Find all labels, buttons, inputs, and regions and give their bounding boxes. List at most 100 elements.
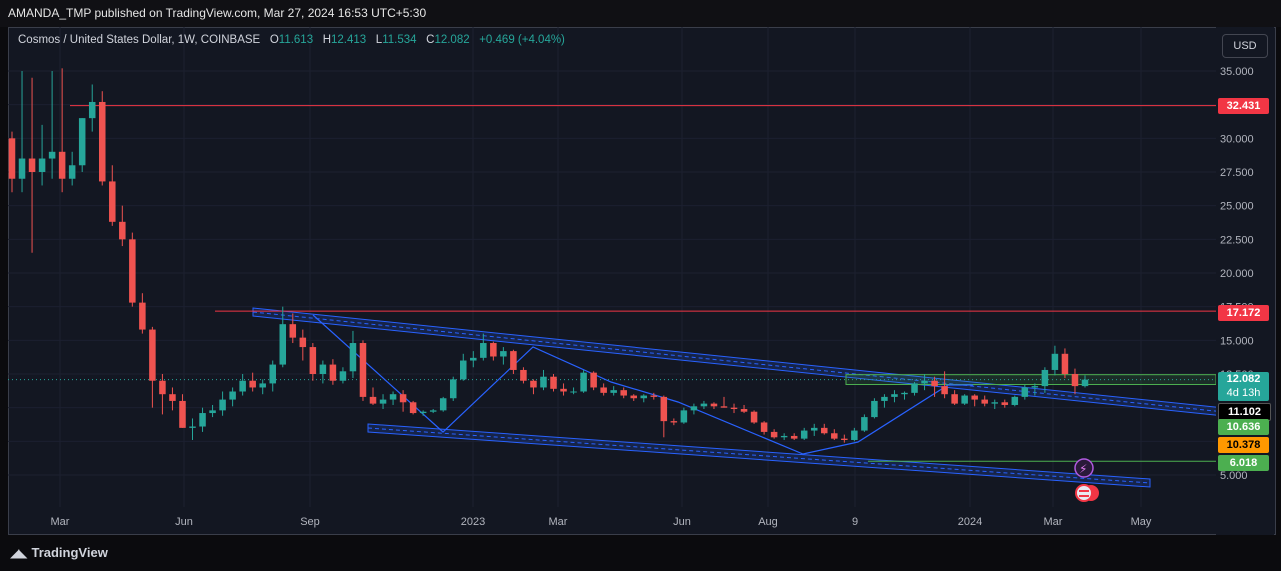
candle-body xyxy=(871,400,878,418)
price-tick-label: 27.500 xyxy=(1220,167,1254,179)
candle-body xyxy=(289,324,297,338)
level-green-tag: 10.636 xyxy=(1218,419,1269,435)
candle-body xyxy=(58,151,66,179)
price-chart[interactable]: 35.00032.50030.00027.50025.00022.50020.0… xyxy=(8,27,1276,535)
candle-body xyxy=(841,438,848,440)
candle-body xyxy=(800,430,808,439)
event-icons: ⚡ xyxy=(1074,458,1099,502)
candle-body xyxy=(48,151,56,159)
candle-body xyxy=(540,376,547,388)
bar-countdown: 4d 13h xyxy=(1226,387,1261,399)
zigzag-line xyxy=(312,314,973,455)
candle-body xyxy=(610,390,617,393)
tradingview-brand[interactable]: ◢◣ TradingView xyxy=(10,545,108,560)
price-grid xyxy=(8,27,1216,507)
candle-body xyxy=(831,433,838,439)
candle-body xyxy=(129,239,136,303)
high-label: H xyxy=(322,34,332,46)
candle-body xyxy=(98,101,106,182)
candle-body xyxy=(981,399,988,404)
horizontal-levels xyxy=(8,105,1216,462)
low-value: 11.534 xyxy=(382,34,417,46)
candle-body xyxy=(189,426,196,428)
last-price-tag: 12.082 4d 13h xyxy=(1218,372,1269,401)
candle-body xyxy=(780,435,788,438)
candle-body xyxy=(1021,387,1029,397)
candle-body xyxy=(439,398,447,411)
price-tick-label: 15.000 xyxy=(1220,335,1254,347)
time-tick-label: Aug xyxy=(758,516,778,528)
candle-body xyxy=(169,394,176,401)
published-line: AMANDA_TMP published on TradingView.com,… xyxy=(8,6,427,20)
change-value: +0.469 (+4.04%) xyxy=(479,34,565,46)
candle-body xyxy=(640,395,648,399)
symbol-title: Cosmos / United States Dollar, 1W, COINB… xyxy=(18,34,261,46)
candle-body xyxy=(620,390,627,396)
candle-body xyxy=(570,391,577,393)
candle-body xyxy=(690,406,698,411)
candle-body xyxy=(38,158,46,172)
price-tick-label: 20.000 xyxy=(1220,268,1254,280)
candle-body xyxy=(730,407,738,410)
high-value: 12.413 xyxy=(331,34,367,46)
support-bottom-tag: 6.018 xyxy=(1218,455,1269,471)
time-tick-label: May xyxy=(1131,516,1152,528)
candle-body xyxy=(710,403,718,407)
candle-body xyxy=(810,427,818,431)
candle-body xyxy=(349,343,357,372)
low-label: L xyxy=(375,34,383,46)
candle-body xyxy=(630,395,637,399)
candle-body xyxy=(429,410,437,412)
candle-body xyxy=(460,360,467,380)
candle-body xyxy=(309,347,317,374)
us-flag-event-icon xyxy=(1075,484,1093,502)
candle-body xyxy=(399,394,407,403)
candle-body xyxy=(249,380,256,388)
candle-body xyxy=(299,337,307,348)
candle-body xyxy=(760,422,768,432)
currency-button[interactable]: USD xyxy=(1222,34,1268,58)
price-tick-label: 22.500 xyxy=(1220,234,1254,246)
price-tick-label: 35.000 xyxy=(1220,66,1254,78)
candle-body xyxy=(951,394,958,404)
candle-body xyxy=(1011,396,1019,405)
channel-lower-band xyxy=(367,423,1151,488)
brand-name: TradingView xyxy=(31,545,108,560)
falling-channel xyxy=(252,307,1274,488)
candle-body xyxy=(660,396,668,422)
candle-body xyxy=(1081,379,1089,387)
candle-body xyxy=(901,392,908,395)
candle-body xyxy=(18,158,26,179)
candle-body xyxy=(209,410,216,414)
candle-body xyxy=(470,357,477,361)
candle-body xyxy=(720,406,728,408)
candle-body xyxy=(239,380,246,392)
candle-body xyxy=(8,138,16,179)
candle-body xyxy=(1071,374,1079,387)
candle-body xyxy=(319,364,327,374)
candle-body xyxy=(971,395,978,400)
footer-bar xyxy=(0,537,1281,571)
chart-panel xyxy=(8,27,1276,535)
candle-body xyxy=(409,402,417,414)
time-axis[interactable]: Mar Jun Sep 2023 Mar Jun Aug 9 2024 Mar May xyxy=(51,516,1152,528)
candle-body xyxy=(78,118,86,166)
candle-body xyxy=(590,372,597,388)
candles xyxy=(8,68,1089,443)
candle-body xyxy=(750,411,758,423)
candle-body xyxy=(1001,402,1009,405)
time-tick-label: Sep xyxy=(300,516,320,528)
candle-body xyxy=(419,411,427,414)
candle-body xyxy=(199,413,206,427)
candle-body xyxy=(219,399,226,411)
candle-body xyxy=(680,410,688,423)
level-orange-tag: 10.378 xyxy=(1218,437,1269,453)
candle-body xyxy=(389,394,397,400)
candle-body xyxy=(369,396,377,404)
candle-body xyxy=(68,165,76,179)
candle-body xyxy=(740,409,748,412)
flag-stripe-icon xyxy=(1079,490,1089,492)
time-tick-label: 2023 xyxy=(461,516,485,528)
candle-body xyxy=(520,369,527,381)
price-tick-label: 30.000 xyxy=(1220,133,1254,145)
